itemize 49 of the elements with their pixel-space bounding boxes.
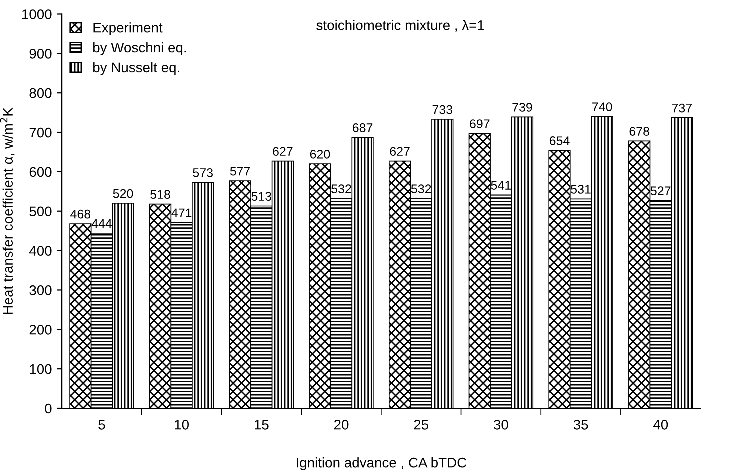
legend-label: Experiment — [94, 22, 163, 36]
data-label: 541 — [491, 181, 512, 190]
y-tick-label: 100 — [30, 364, 52, 374]
x-tick-label: 25 — [414, 420, 428, 430]
data-label: 532 — [411, 184, 432, 194]
y-axis-title: Heat transfer coefficient α, w/m$^{2}$K — [0, 108, 15, 314]
x-tick-label: 20 — [334, 420, 349, 430]
data-label: 520 — [113, 189, 134, 198]
data-label: 531 — [571, 185, 591, 194]
x-tick-label: 5 — [98, 420, 106, 430]
data-label: 468 — [70, 210, 91, 219]
data-label: 518 — [150, 190, 170, 200]
y-tick-label: 900 — [30, 49, 52, 59]
data-label: 740 — [592, 102, 612, 112]
data-label: 513 — [252, 192, 272, 201]
x-tick-label: 35 — [574, 420, 588, 430]
data-label: 573 — [193, 168, 213, 178]
data-label: 733 — [432, 105, 453, 114]
x-tick-label: 30 — [494, 420, 508, 430]
y-tick-label: 400 — [29, 246, 52, 256]
annotation: stoichiometric mixture , λ=1 — [316, 20, 484, 32]
data-label: 444 — [92, 219, 112, 228]
data-label: 627 — [390, 147, 410, 156]
y-tick-label: 200 — [30, 324, 52, 335]
y-tick-label: 300 — [30, 286, 52, 296]
y-tick-label: 1000 — [22, 10, 52, 20]
data-label: 620 — [310, 150, 330, 159]
y-tick-label: 0 — [45, 404, 52, 414]
data-label: 532 — [332, 184, 352, 194]
legend-label: by Woschni eq. — [94, 42, 186, 56]
x-tick-label: 40 — [653, 420, 668, 430]
data-label: 527 — [650, 186, 671, 196]
data-label: 739 — [512, 103, 532, 112]
y-tick-label: 800 — [30, 88, 52, 98]
data-label: 627 — [273, 147, 293, 156]
y-tick-label: 600 — [30, 167, 52, 178]
x-tick-label: 15 — [254, 420, 269, 430]
data-label: 471 — [172, 208, 192, 218]
data-label: 577 — [230, 167, 250, 176]
x-tick-label: 10 — [175, 420, 189, 430]
x-axis-title: Ignition advance , CA bTDC — [297, 458, 467, 471]
data-label: 687 — [353, 124, 373, 132]
data-label: 697 — [470, 120, 490, 128]
legend-label: by Nusselt eq. — [94, 62, 180, 76]
y-tick-label: 700 — [30, 128, 52, 138]
y-tick-label: 500 — [30, 206, 52, 217]
data-label: 654 — [550, 136, 570, 146]
data-label: 678 — [630, 127, 650, 136]
data-label: 737 — [672, 104, 692, 113]
